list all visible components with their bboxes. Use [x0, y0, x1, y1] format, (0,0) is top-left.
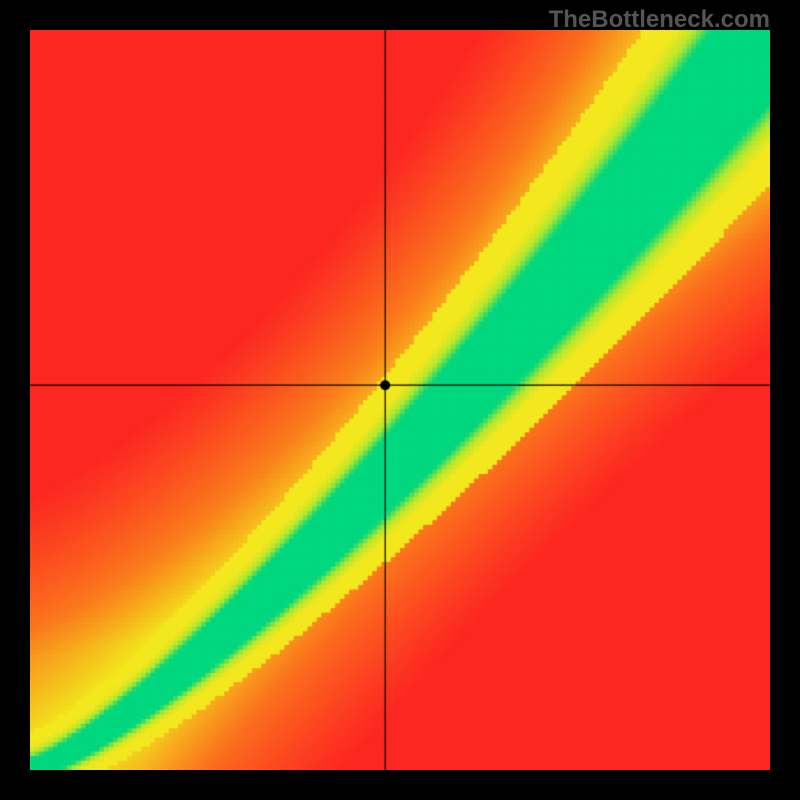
crosshair-overlay: [0, 0, 800, 800]
